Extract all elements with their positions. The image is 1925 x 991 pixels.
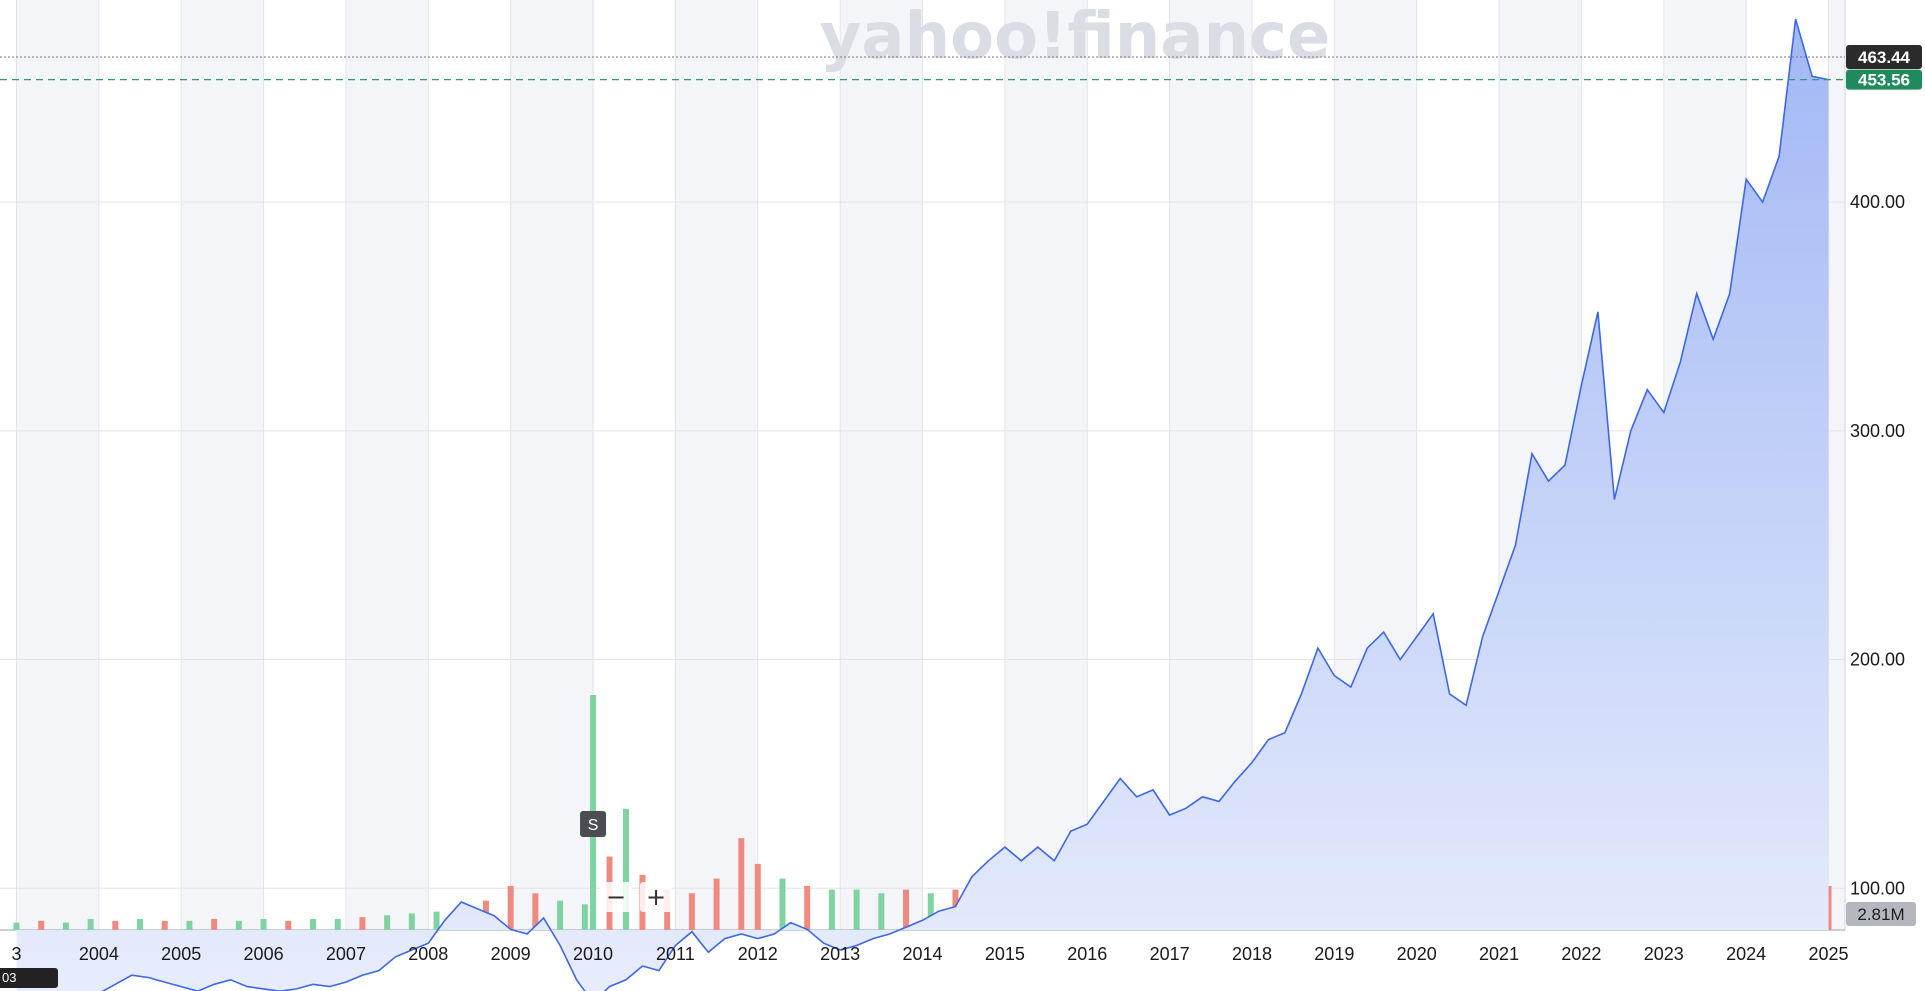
volume-value: 2.81M	[1857, 905, 1904, 924]
x-tick-label: 2019	[1314, 944, 1354, 964]
previous-close-value: 453.56	[1858, 71, 1910, 90]
x-tick-label: 2007	[326, 944, 366, 964]
x-tick-label: 2025	[1809, 944, 1849, 964]
x-tick-label: 2024	[1726, 944, 1766, 964]
volume-bar	[186, 920, 193, 930]
volume-bar	[13, 922, 20, 930]
x-tick-label: 2012	[738, 944, 778, 964]
year-band	[1828, 0, 1845, 930]
volume-bar	[334, 918, 341, 930]
volume-tag: 2.81M	[1846, 902, 1916, 926]
x-tick-label: 2016	[1067, 944, 1107, 964]
year-band	[16, 0, 99, 930]
volume-bar	[433, 911, 440, 930]
volume-bar	[161, 920, 168, 930]
x-tick-label: 2022	[1561, 944, 1601, 964]
crosshair-date-label: 03	[0, 968, 58, 988]
y-axis: 100.00 200.00 300.00 400.00	[1850, 192, 1905, 898]
y-tick-label: 400.00	[1850, 192, 1905, 212]
year-band	[1004, 0, 1088, 930]
x-tick-label: 2009	[491, 944, 531, 964]
volume-bar	[532, 893, 539, 930]
volume-bar	[112, 920, 119, 930]
volume-bar	[903, 889, 910, 930]
price-line	[101, 18, 1829, 991]
volume-bar	[581, 904, 588, 930]
volume-bar	[828, 889, 835, 930]
volume-bar	[878, 893, 885, 930]
volume-bar	[688, 893, 695, 930]
x-tick-label: 2008	[408, 944, 448, 964]
x-tick-label: 2017	[1150, 944, 1190, 964]
y-tick-label: 100.00	[1850, 878, 1905, 898]
x-tick-label: 3	[11, 944, 21, 964]
x-tick-label: 2021	[1479, 944, 1519, 964]
x-tick-label: 2004	[79, 944, 119, 964]
volume-bar	[779, 878, 786, 930]
volume-bar	[927, 893, 934, 930]
zoom-out-button[interactable]: −	[600, 882, 632, 912]
volume-bar	[507, 885, 514, 930]
volume-bar	[235, 920, 242, 930]
volume-bar	[87, 918, 94, 930]
x-tick-label: 2010	[573, 944, 613, 964]
volume-bar	[557, 900, 564, 930]
x-tick-label: 2014	[902, 944, 942, 964]
year-band	[510, 0, 594, 930]
x-tick-label: 2020	[1397, 944, 1437, 964]
volume-bar	[622, 808, 629, 930]
price-area	[16, 19, 1829, 991]
last-price-value: 463.44	[1858, 48, 1911, 67]
yahoo-finance-watermark: yahoo!finance	[820, 0, 1331, 74]
zoom-in-button[interactable]: +	[640, 882, 672, 912]
volume-bar	[804, 885, 811, 930]
volume-bar	[211, 918, 218, 930]
volume-bar	[754, 863, 761, 930]
previous-close-tag: 453.56	[1846, 69, 1922, 90]
x-tick-label: 2018	[1232, 944, 1272, 964]
year-band	[345, 0, 429, 930]
split-marker-label: S	[588, 817, 599, 834]
x-tick-label: 2023	[1644, 944, 1684, 964]
x-tick-label: 2011	[656, 944, 695, 964]
split-marker[interactable]: S	[580, 811, 607, 837]
x-axis: 3 2004 2005 2006 2007 2008 2009 2010 2011 2012 201…	[11, 944, 1848, 964]
volume-bar	[738, 838, 745, 930]
volume-bar	[62, 922, 69, 930]
volume-bar	[359, 917, 366, 930]
y-tick-label: 300.00	[1850, 421, 1905, 441]
volume-bar	[1825, 885, 1832, 930]
year-band	[675, 0, 758, 930]
volume-bar	[309, 918, 316, 930]
volume-bar	[853, 889, 860, 930]
volume-bar	[713, 878, 720, 930]
year-band	[840, 0, 923, 930]
volume-bar	[408, 913, 415, 930]
y-tick-label: 200.00	[1850, 650, 1905, 670]
x-tick-label: 2015	[985, 944, 1025, 964]
volume-bar	[38, 920, 45, 930]
volume-bar	[260, 918, 267, 930]
volume-bar	[285, 920, 292, 930]
last-price-tag: 463.44	[1846, 45, 1922, 69]
year-band	[181, 0, 264, 930]
volume-bar	[384, 915, 391, 930]
x-tick-label: 2005	[161, 944, 201, 964]
volume-bar	[137, 918, 144, 930]
x-tick-label: 2006	[244, 944, 284, 964]
x-tick-label: 2013	[820, 944, 860, 964]
year-band	[1169, 0, 1252, 930]
